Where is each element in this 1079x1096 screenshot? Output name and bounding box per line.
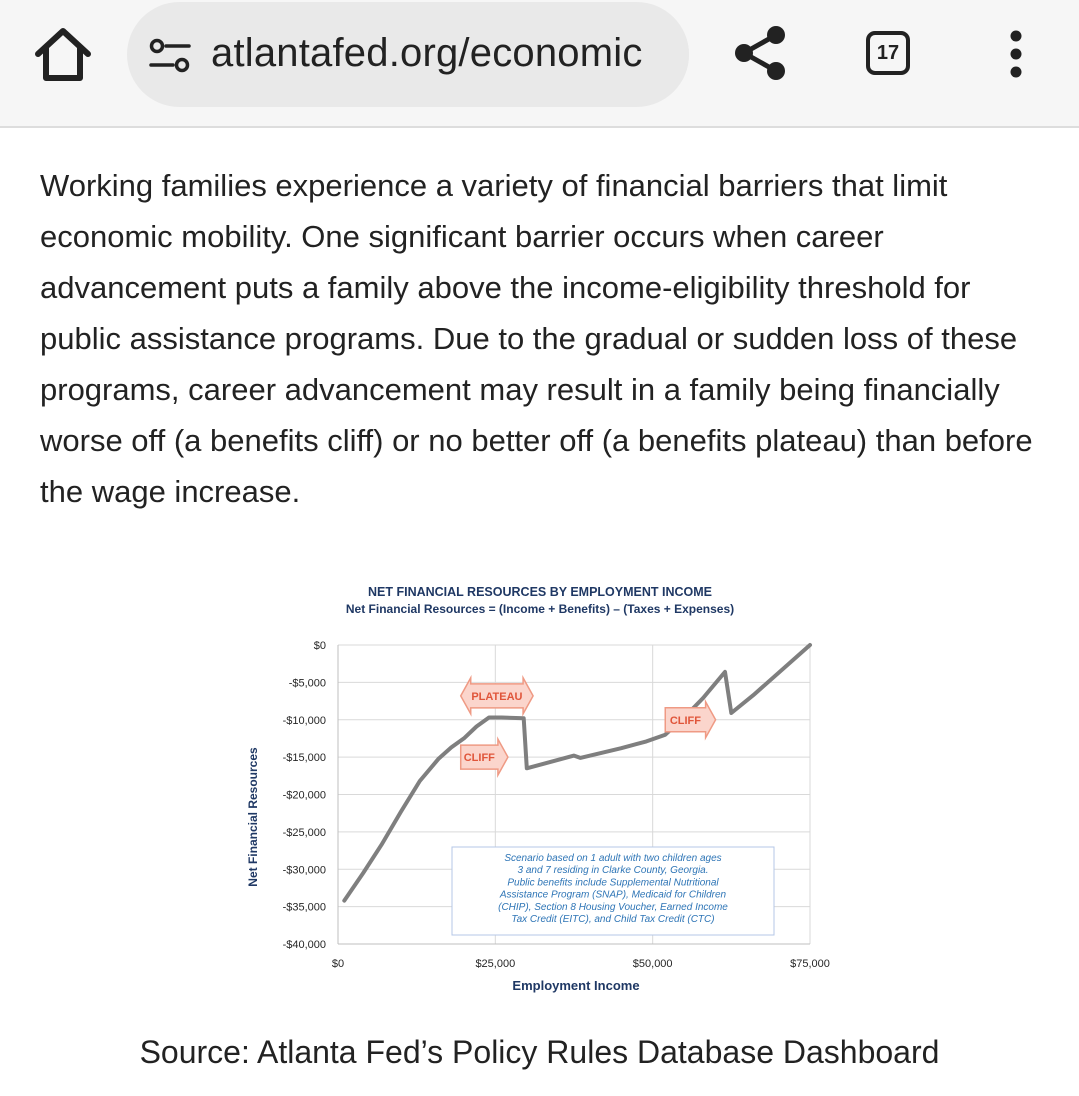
x-tick-label: $0 (332, 958, 344, 970)
url-text[interactable]: atlantafed.org/economic (211, 31, 643, 75)
x-axis-label: Employment Income (512, 978, 639, 993)
y-tick-label: -$5,000 (289, 677, 326, 689)
article-paragraph: Working families experience a variety of… (40, 168, 1033, 509)
y-tick-label: -$40,000 (283, 939, 326, 951)
scenario-note-line: Public benefits include Supplemental Nut… (507, 877, 719, 888)
y-axis-label: Net Financial Resources (246, 747, 260, 887)
address-bar[interactable]: atlantafed.org/economic (127, 2, 689, 107)
series-line (342, 643, 812, 903)
callout-arrow-1 (459, 674, 534, 717)
scenario-note-line: 3 and 7 residing in Clarke County, Georg… (517, 865, 708, 876)
tune-icon[interactable] (149, 38, 191, 74)
source-caption: Source: Atlanta Fed’s Policy Rules Datab… (139, 1034, 940, 1070)
scenario-note-line: Tax Credit (EITC), and Child Tax Credit … (511, 914, 714, 925)
chart-title: NET FINANCIAL RESOURCES BY EMPLOYMENT IN… (368, 585, 712, 599)
scenario-note-line: Scenario based on 1 adult with two child… (504, 853, 721, 864)
x-tick-label: $75,000 (790, 958, 830, 970)
callout-arrow-3 (664, 698, 717, 741)
y-tick-label: -$15,000 (283, 752, 326, 764)
more-vert-icon[interactable] (1000, 28, 1032, 80)
tab-count: 17 (876, 41, 900, 64)
y-tick-label: -$30,000 (283, 864, 326, 876)
callout-label-3: CLIFF (670, 715, 701, 727)
scenario-note-line: Assistance Program (SNAP), Medicaid for … (499, 890, 727, 901)
x-tick-label: $25,000 (475, 958, 515, 970)
home-icon[interactable] (30, 22, 96, 88)
x-tick-label: $50,000 (633, 958, 673, 970)
browser-toolbar: atlantafed.org/economic 17 (0, 0, 1079, 128)
tab-switcher-icon[interactable]: 17 (866, 31, 910, 75)
url-fade (649, 2, 689, 107)
callout-label-1: PLATEAU (471, 691, 522, 703)
chart-subtitle: Net Financial Resources = (Income + Bene… (346, 602, 734, 616)
y-tick-label: -$35,000 (283, 902, 326, 914)
y-tick-label: -$25,000 (283, 827, 326, 839)
share-icon[interactable] (732, 24, 788, 82)
scenario-note-line: (CHIP), Section 8 Housing Voucher, Earne… (498, 902, 728, 913)
net-financial-resources-chart: NET FINANCIAL RESOURCES BY EMPLOYMENT IN… (246, 585, 830, 993)
callout-arrow-2 (459, 736, 509, 779)
callout-label-2: CLIFF (464, 752, 495, 764)
y-tick-label: $0 (314, 640, 326, 652)
scenario-note-box (451, 846, 775, 936)
y-tick-label: -$10,000 (283, 715, 326, 727)
y-tick-label: -$20,000 (283, 790, 326, 802)
